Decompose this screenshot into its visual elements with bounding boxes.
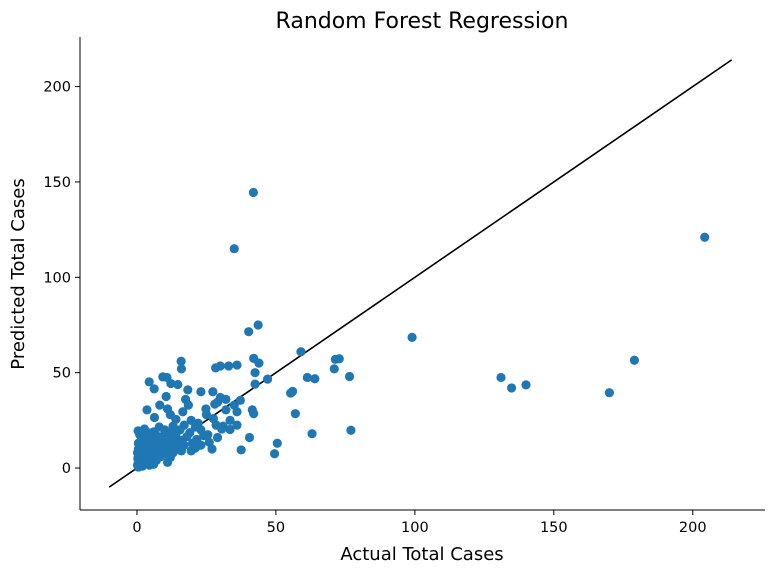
- y-tick-label: 150: [43, 175, 71, 191]
- data-point: [232, 407, 242, 417]
- data-point: [210, 399, 220, 409]
- data-point: [155, 400, 165, 410]
- data-point: [207, 444, 217, 454]
- data-point: [302, 372, 312, 383]
- data-point: [272, 438, 282, 448]
- data-point: [221, 394, 231, 404]
- data-point: [250, 368, 260, 378]
- data-point: [166, 378, 176, 389]
- data-point: [161, 391, 171, 402]
- data-point: [244, 432, 255, 443]
- data-point: [244, 327, 254, 337]
- data-point: [225, 424, 235, 435]
- data-point: [700, 232, 710, 242]
- y-tick-label: 0: [62, 461, 71, 477]
- x-tick-label: 150: [540, 520, 568, 536]
- data-point: [344, 371, 355, 382]
- data-point: [142, 405, 152, 415]
- data-point: [248, 187, 259, 198]
- data-point: [201, 410, 212, 420]
- data-point: [521, 380, 531, 390]
- data-point: [330, 354, 340, 364]
- data-point: [186, 446, 196, 456]
- data-point: [173, 379, 183, 390]
- x-ticks: 0 50 100 150 200: [132, 510, 707, 536]
- data-point: [133, 462, 143, 472]
- data-point: [310, 374, 320, 384]
- plot-area: [108, 59, 733, 488]
- y-axis-label: Predicted Total Cases: [8, 178, 29, 369]
- data-point: [176, 364, 187, 374]
- data-point: [225, 415, 235, 425]
- data-point: [149, 384, 159, 394]
- data-point: [149, 412, 160, 423]
- x-axis-label: Actual Total Cases: [340, 544, 503, 565]
- data-point: [176, 356, 186, 366]
- data-point: [157, 435, 167, 445]
- data-point: [211, 363, 221, 373]
- data-point: [604, 388, 614, 398]
- data-point: [249, 409, 259, 419]
- data-point: [407, 332, 417, 342]
- data-point: [196, 387, 206, 397]
- data-point: [296, 347, 306, 357]
- data-point: [287, 386, 298, 396]
- x-tick-label: 200: [679, 520, 707, 536]
- data-point: [162, 457, 173, 467]
- data-point: [346, 425, 356, 435]
- data-point: [176, 446, 187, 456]
- y-ticks: 0 50 100 150 200: [43, 80, 80, 477]
- data-point: [144, 460, 155, 470]
- data-point: [203, 430, 213, 440]
- data-point: [144, 377, 154, 387]
- x-tick-label: 100: [401, 520, 429, 536]
- data-point: [307, 429, 317, 439]
- data-point: [629, 355, 639, 365]
- data-point: [229, 244, 239, 254]
- data-point: [250, 379, 260, 389]
- data-point: [232, 360, 242, 370]
- data-point: [236, 445, 246, 455]
- y-tick-label: 50: [53, 366, 71, 382]
- data-point: [496, 372, 506, 383]
- data-point: [290, 409, 300, 419]
- data-point: [329, 364, 339, 374]
- data-point: [212, 432, 223, 443]
- y-tick-label: 100: [43, 270, 71, 286]
- x-tick-label: 50: [267, 520, 285, 536]
- data-point: [168, 421, 178, 431]
- data-point: [178, 407, 188, 417]
- data-point: [208, 387, 218, 397]
- chart-title: Random Forest Regression: [276, 9, 569, 34]
- data-point: [269, 449, 280, 459]
- data-point: [221, 405, 231, 415]
- data-point: [506, 383, 517, 393]
- data-point: [254, 358, 264, 368]
- data-point: [224, 361, 234, 371]
- x-tick-label: 0: [132, 520, 141, 536]
- data-point: [217, 424, 227, 434]
- data-point: [183, 385, 193, 395]
- data-point: [262, 374, 273, 384]
- data-point: [186, 415, 196, 425]
- data-point: [232, 420, 242, 430]
- y-tick-label: 200: [43, 80, 71, 96]
- data-point: [253, 320, 263, 330]
- data-point: [183, 400, 193, 410]
